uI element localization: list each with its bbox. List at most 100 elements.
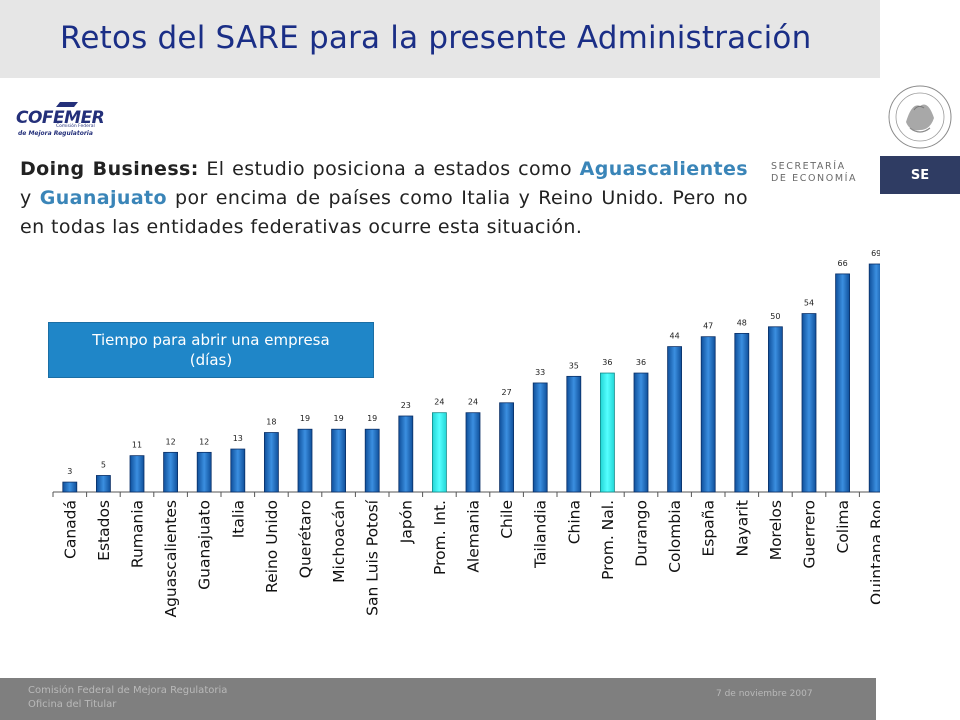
intro-state-1: Aguascalientes [579, 158, 748, 180]
data-label: 69 [871, 249, 880, 258]
bar [230, 448, 246, 493]
data-label: 47 [703, 322, 713, 331]
data-label: 12 [199, 437, 209, 446]
data-label: 12 [166, 437, 176, 446]
category-label: Rumania [129, 500, 147, 568]
chart-title-box: Tiempo para abrir una empresa (días) [48, 322, 374, 378]
category-label: Aguascalientes [162, 500, 180, 618]
intro-paragraph: Doing Business: El estudio posiciona a e… [20, 155, 748, 242]
bar [768, 326, 783, 493]
bar [499, 402, 515, 493]
bar [801, 313, 817, 493]
bar [566, 375, 582, 493]
bar [633, 372, 649, 493]
data-label: 3 [67, 467, 72, 476]
category-label: Michoacán [330, 500, 348, 583]
category-label: China [565, 500, 583, 544]
data-label: 19 [300, 414, 310, 423]
category-label: Guerrero [801, 500, 819, 569]
cofemer-emblem-icon [56, 102, 78, 107]
se-badge: SE [880, 156, 960, 194]
category-label: San Luis Potosí [364, 499, 382, 615]
category-label: Japón [397, 500, 415, 544]
category-label: Quintana Roo [868, 500, 880, 605]
cofemer-logo: COFEMER Comisión Federal de Mejora Regul… [16, 100, 105, 142]
bar [129, 455, 145, 493]
bar [398, 415, 414, 493]
bar [532, 382, 548, 493]
intro-text-2: y [20, 187, 40, 209]
data-label: 19 [334, 414, 344, 423]
data-label: 36 [636, 358, 646, 367]
bar [163, 451, 179, 493]
bar [600, 372, 615, 493]
cofemer-logo-line2: de Mejora Regulatoria [18, 130, 93, 137]
data-label: 5 [101, 460, 106, 469]
footer: Comisión Federal de Mejora Regulatoria O… [0, 678, 876, 720]
data-label: 54 [804, 299, 814, 308]
data-label: 24 [468, 398, 478, 407]
cofemer-logo-line1: Comisión Federal [56, 124, 95, 129]
category-label: Alemania [465, 500, 483, 573]
data-label: 23 [401, 401, 411, 410]
data-label: 36 [602, 358, 612, 367]
category-label: Nayarit [733, 500, 751, 557]
bar [297, 428, 313, 493]
category-label: Italia [229, 500, 247, 538]
category-label: Reino Unido [263, 500, 281, 593]
bar [868, 263, 880, 493]
category-label: Chile [498, 500, 516, 539]
data-label: 24 [434, 398, 444, 407]
data-label: 13 [233, 434, 243, 443]
data-label: 50 [770, 312, 780, 321]
category-label: Durango [633, 500, 651, 567]
bar [700, 336, 716, 493]
bar [667, 346, 682, 493]
data-label: 19 [367, 414, 377, 423]
data-label: 48 [737, 318, 747, 327]
category-label: España [700, 500, 718, 557]
cofemer-logo-text: COFEMER [16, 108, 105, 128]
data-label: 27 [502, 388, 512, 397]
data-label: 11 [132, 441, 142, 450]
category-label: Colima [834, 500, 852, 554]
bar [734, 332, 750, 493]
bar [835, 273, 850, 493]
bar [96, 475, 111, 493]
footer-date: 7 de noviembre 2007 [716, 689, 813, 699]
title-bar: Retos del SARE para la presente Administ… [0, 0, 880, 78]
data-label: 33 [535, 368, 545, 377]
footer-office: Oficina del Titular [28, 699, 117, 710]
category-label: Querétaro [297, 500, 315, 578]
bar [331, 428, 347, 493]
bar [263, 432, 279, 493]
chart-title-line2: (días) [189, 351, 233, 369]
intro-lead: Doing Business: [20, 158, 199, 180]
data-label: 44 [670, 332, 680, 341]
mexico-seal-icon [880, 78, 960, 156]
data-label: 18 [266, 418, 276, 427]
category-label: Prom. Int. [431, 500, 449, 575]
data-label: 35 [569, 361, 579, 370]
footer-right [876, 678, 960, 720]
secretaria-logo: SECRETARÍA DE ECONOMÍA [771, 161, 858, 184]
category-label: Morelos [767, 500, 785, 560]
page-title: Retos del SARE para la presente Administ… [60, 20, 812, 56]
bar-chart: 3 Canadá 5 Estados 11 Rumania 12 Aguascalientes… [52, 249, 880, 618]
category-label: Estados [95, 500, 113, 561]
bar [364, 428, 380, 493]
chart-title-line1: Tiempo para abrir una empresa [92, 331, 330, 349]
category-label: Prom. Nal. [599, 500, 617, 580]
bar [465, 412, 481, 493]
category-label: Colombia [666, 500, 684, 573]
category-label: Canadá [61, 500, 79, 559]
data-label: 66 [838, 259, 848, 268]
category-label: Tailandia [532, 500, 550, 569]
intro-state-2: Guanajuato [39, 187, 167, 209]
intro-text-1: El estudio posiciona a estados como [198, 158, 580, 180]
bar [196, 451, 212, 493]
bar [62, 481, 78, 493]
intro-text-3: por encima de países como Italia y Reino… [20, 187, 748, 238]
category-label: Guanajuato [196, 500, 214, 590]
footer-org: Comisión Federal de Mejora Regulatoria [28, 685, 228, 696]
